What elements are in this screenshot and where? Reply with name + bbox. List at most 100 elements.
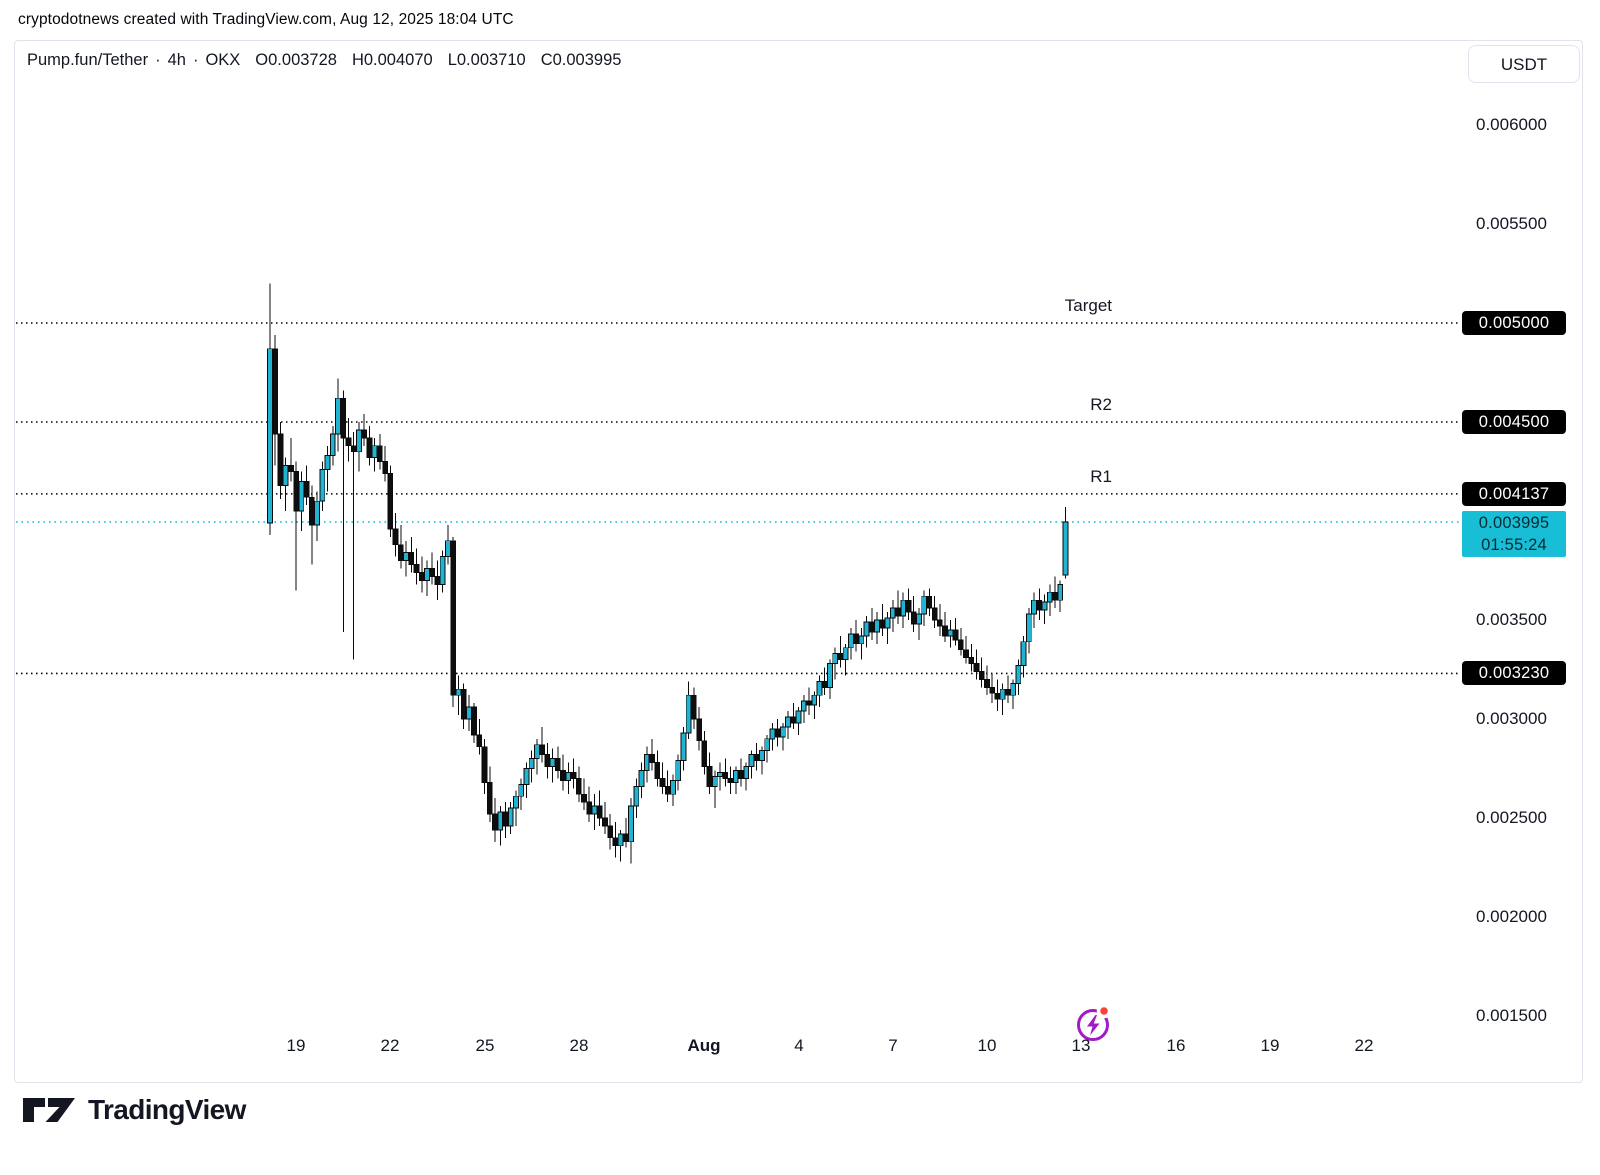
candle-up [811,694,818,706]
candle-down [460,688,467,720]
interval-label: 4h [167,51,186,69]
candle-down [963,649,969,659]
candle-down [345,437,352,447]
candle-down [806,700,812,706]
candle-down [570,772,577,779]
candle-wicks-layer [269,283,1066,864]
candle-up [507,807,514,827]
candle-up [617,833,624,847]
candle-down [434,575,441,585]
candle-up [680,732,687,762]
candle-down [288,465,294,472]
candle-up [675,760,682,781]
candle-down [879,619,886,629]
time-tick-label: 7 [888,1036,898,1055]
candle-down [649,754,655,764]
tradingview-attribution[interactable]: TradingView [20,1088,246,1132]
candle-up [1062,521,1069,576]
candle-up [638,770,645,787]
candle-down [727,777,734,783]
chart-pane [14,40,1583,1083]
candle-up [999,688,1006,700]
price-tick-label: 0.002000 [1476,907,1547,926]
candle-up [743,766,750,779]
candle-down [272,348,279,435]
candle-down [607,825,614,839]
candle-down [821,680,828,688]
candle-up [518,783,525,797]
candle-down [868,621,875,633]
candle-down [596,805,603,819]
candle-down [612,837,619,847]
candle-up [1015,665,1022,684]
candle-up [633,785,640,807]
candle-up [371,445,378,459]
candle-down [837,653,844,661]
tradingview-brand-text: TradingView [88,1094,246,1125]
candle-down [492,813,498,831]
candle-up [921,595,928,615]
candle-up [785,716,791,728]
currency-toggle-button[interactable]: USDT [1468,45,1580,83]
bar-countdown: 01:55:24 [1481,535,1547,554]
low-value: L0.003710 [447,51,526,69]
last-price-value: 0.003995 [1478,513,1550,532]
time-tick-label: 4 [794,1036,804,1055]
symbol-legend[interactable]: Pump.fun/Tether · 4h · OKX O0.003728 H0.004070… [27,51,621,70]
candle-down [361,429,368,439]
candle-up [324,455,331,470]
candle-down [790,716,797,724]
candle-up [643,754,650,771]
price-level-badge: 0.005000 [1462,311,1566,335]
candle-up [1057,583,1064,601]
price-level-badge: 0.004500 [1462,410,1566,434]
last-price-badge: 0.003995 01:55:24 [1462,510,1566,557]
flash-circle [1077,1009,1109,1041]
candle-down [654,762,661,779]
candle-down [905,599,912,613]
candle-up [335,397,341,435]
level-lines-layer: Target R2 R1 [16,296,1460,675]
legend-separator: · [192,51,199,69]
candle-up [282,465,289,486]
candle-down [413,564,420,573]
candle-up [780,726,786,738]
candle-up [759,750,765,762]
price-level-badge: 0.004137 [1462,481,1566,506]
price-tick-label: 0.003000 [1476,709,1547,728]
flash-news-icon[interactable] [1077,1003,1112,1041]
candle-up [403,552,409,562]
candle-down [659,777,666,787]
price-tick-label: 0.005500 [1476,214,1547,233]
candle-up [497,811,504,831]
candle-down [387,473,394,530]
candle-up [1020,641,1027,666]
candle-up [748,754,755,767]
candle-down [973,663,980,672]
candle-up [549,758,556,767]
candle-down [554,758,561,771]
candle-down [350,445,357,453]
candle-down [544,754,551,767]
candle-down [502,811,509,827]
candle-up [356,429,362,453]
candle-down [450,540,457,696]
price-tick-label: 0.002500 [1476,808,1547,827]
candle-down [989,686,996,694]
candle-up [947,629,954,637]
candle-down [926,595,933,609]
time-tick-label: 16 [1166,1036,1186,1055]
candle-up [863,621,870,637]
candle-down [560,770,566,781]
candle-up [816,680,823,696]
candle-down [623,833,629,843]
time-tick-label: 28 [569,1036,589,1055]
notification-dot [1096,1003,1112,1019]
candle-up [764,738,771,752]
candle-up [329,433,336,457]
candle-down [937,619,943,627]
candlestick-chart[interactable]: Target R2 R1 [14,40,1583,1083]
candle-up [314,500,320,526]
candle-down [753,754,760,762]
candle-down [392,528,399,546]
